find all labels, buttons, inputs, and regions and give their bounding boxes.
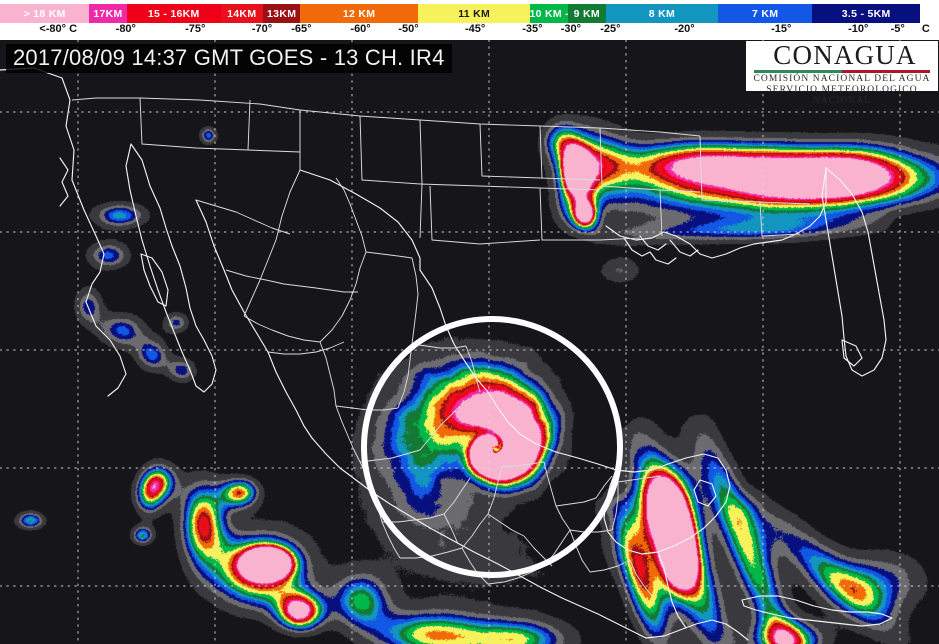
legend-segment: 12 KM — [300, 4, 418, 23]
map-vector-overlay — [0, 40, 939, 644]
legend-swatch-strip: > 18 KM 17KM 15 - 16KM 14KM 13KM 12 KM 11 KM 10… — [0, 4, 939, 23]
legend-temp-tick: -20° — [674, 23, 695, 35]
legend-temp-tick: -60° — [350, 23, 371, 35]
legend-temp-tick: -5° — [890, 23, 905, 35]
legend-temp-tick: -50° — [398, 23, 419, 35]
logo-rule-bars — [754, 70, 930, 73]
logo-subtitle-comision: COMISIÓN NACIONAL DEL AGUA — [753, 74, 931, 84]
legend-temp-tick: <-80° C — [39, 23, 78, 35]
legend-segment: 17KM — [89, 4, 127, 23]
legend-temp-tick: C — [921, 23, 930, 35]
legend-temp-tick: -25° — [600, 23, 621, 35]
legend-segment: 9 KM — [568, 4, 606, 23]
legend-segment: 10 KM - — [530, 4, 569, 23]
legend-temp-tick: -65° — [291, 23, 312, 35]
timestamp-banner: 2017/08/09 14:37 GMT GOES - 13 CH. IR4 — [6, 44, 452, 73]
legend-temp-tick: -15° — [771, 23, 792, 35]
legend-temp-tick: -80° — [115, 23, 136, 35]
legend-segment: 7 KM — [718, 4, 813, 23]
legend-segment: 3.5 - 5KM — [812, 4, 921, 23]
legend-segment: > 18 KM — [0, 4, 90, 23]
legend-segment: 8 KM — [605, 4, 719, 23]
logo-rule-green — [754, 70, 842, 73]
infrared-cloud-raster — [0, 40, 939, 644]
coastline-layer — [0, 67, 893, 641]
legend-temp-tick: -75° — [185, 23, 206, 35]
satellite-map[interactable]: 2017/08/09 14:37 GMT GOES - 13 CH. IR4 C… — [0, 40, 939, 644]
conagua-wordmark: CONAGUA — [773, 40, 917, 70]
legend-temp-tick: -10° — [848, 23, 869, 35]
storm-annotation-circle — [361, 316, 623, 578]
legend-segment: 15 - 16KM — [126, 4, 221, 23]
legend-segment: 11 KM — [417, 4, 531, 23]
legend-temp-tick: -35° — [522, 23, 543, 35]
logo-subtitle-servicio: SERVICIO METEOROLOGICO NACIONAL — [766, 85, 918, 106]
legend-segment: 13KM — [262, 4, 301, 23]
legend-temp-tick: -30° — [560, 23, 582, 35]
legend-segment: 14KM — [220, 4, 263, 23]
latlon-graticule — [0, 40, 939, 644]
logo-rule-red — [842, 70, 930, 73]
legend-temperature-axis: <-80° C -80° -75° -70° -65° -60° -50° -45° -35° -… — [0, 23, 939, 40]
legend-temp-tick: -45° — [464, 23, 486, 35]
color-scale-legend: > 18 KM 17KM 15 - 16KM 14KM 13KM 12 KM 11 KM 10… — [0, 0, 939, 40]
legend-temp-tick: -70° — [251, 23, 273, 35]
political-border-layer — [71, 97, 811, 597]
conagua-logo: CONAGUA COMISIÓN NACIONAL DEL AGUA SERVI… — [746, 40, 938, 106]
